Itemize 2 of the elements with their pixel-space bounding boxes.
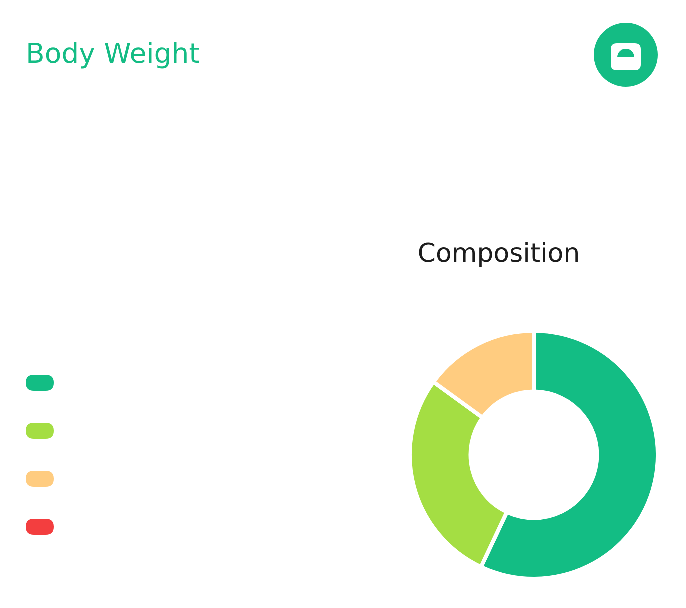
chart-subtitle: Composition: [419, 242, 578, 268]
text: Body Weight: [28, 42, 200, 69]
